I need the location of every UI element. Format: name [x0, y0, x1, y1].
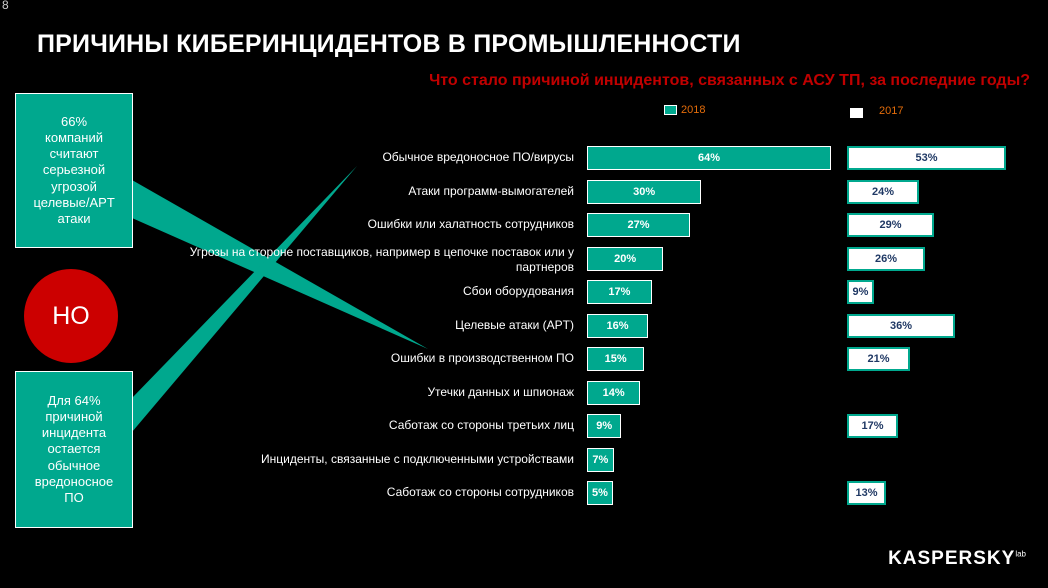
category-label: Саботаж со стороны третьих лиц: [388, 418, 574, 432]
bar-2018-label: 7%: [592, 453, 609, 466]
legend-label-2017: 2017: [879, 105, 904, 117]
bar-2017-label: 9%: [852, 286, 869, 298]
bar-2017-label: 13%: [855, 487, 878, 499]
category-label: Обычное вредоносное ПО/вирусы: [382, 150, 574, 164]
bar-2018: 9%: [587, 414, 622, 438]
category-label: Угрозы на стороне поставщиков, например …: [189, 244, 574, 274]
callout-apt: 66% компаний считают серьезной угрозой ц…: [15, 93, 133, 248]
bar-2018: 5%: [587, 481, 613, 505]
legend-swatch-2017: [850, 108, 863, 118]
category-label: Ошибки в производственном ПО: [390, 351, 574, 365]
legend-2018: 2018: [664, 104, 705, 116]
bar-2018-label: 5%: [592, 487, 608, 499]
bar-2017-label: 21%: [867, 353, 890, 365]
bar-2017: 21%: [847, 347, 910, 371]
bar-2017: 53%: [847, 146, 1006, 170]
chart-title: Что стало причиной инцидентов, связанных…: [429, 72, 1030, 89]
bar-2018: 15%: [587, 347, 645, 371]
bar-2018: 16%: [587, 313, 648, 338]
bar-2018-label: 14%: [602, 386, 625, 399]
bar-2018-label: 17%: [608, 286, 631, 298]
bar-2017: 26%: [847, 246, 925, 271]
slide-number: 8: [2, 0, 9, 12]
bar-2018: 64%: [587, 146, 831, 170]
bar-2018-label: 30%: [633, 185, 656, 198]
bar-2018: 30%: [587, 179, 702, 204]
bar-2017-label: 36%: [889, 319, 913, 332]
logo-suffix: lab: [1015, 549, 1026, 559]
bar-2018-label: 9%: [596, 420, 613, 432]
bar-2017: 24%: [847, 179, 919, 204]
bar-2018-label: 27%: [627, 219, 650, 231]
bar-2018: 20%: [587, 246, 664, 271]
bar-2017-label: 24%: [871, 185, 895, 198]
bar-2017: 9%: [847, 280, 874, 304]
bar-2017-label: 29%: [879, 219, 902, 231]
callout-arrow-bottom: [132, 166, 357, 432]
bar-2018-label: 15%: [604, 353, 627, 365]
kaspersky-logo: KASPERSKYlab: [888, 548, 1026, 570]
bar-2017: 29%: [847, 213, 934, 237]
category-label: Инциденты, связанные с подключенными уст…: [261, 451, 574, 466]
bar-2017-label: 53%: [915, 152, 938, 164]
bar-2018-label: 64%: [697, 152, 721, 164]
bar-2018-label: 20%: [614, 252, 637, 265]
category-label: Атаки программ-вымогателей: [408, 183, 574, 198]
bar-2018: 27%: [587, 213, 690, 237]
bar-2017: 17%: [847, 414, 898, 438]
bar-2017: 13%: [847, 481, 886, 505]
bar-2018-label: 16%: [606, 319, 629, 332]
bar-2018: 7%: [587, 447, 614, 472]
category-label: Саботаж со стороны сотрудников: [386, 485, 574, 499]
bar-2017-label: 26%: [874, 252, 898, 265]
bar-2017-label: 17%: [861, 420, 884, 432]
page-title: ПРИЧИНЫ КИБЕРИНЦИДЕНТОВ В ПРОМЫШЛЕННОСТИ: [37, 30, 741, 58]
bar-2018: 14%: [587, 380, 641, 405]
bar-2017: 36%: [847, 313, 955, 338]
category-label: Сбои оборудования: [462, 284, 574, 298]
callout-arrow-top: [132, 180, 428, 349]
category-label: Целевые атаки (APT): [455, 317, 574, 332]
legend-swatch-2018: [664, 105, 677, 115]
bar-2018: 17%: [587, 280, 652, 304]
logo-text: KASPERSKY: [888, 548, 1016, 569]
legend-2017: 2017: [850, 104, 903, 118]
legend-label-2018: 2018: [681, 104, 706, 116]
category-label: Ошибки или халатность сотрудников: [367, 217, 574, 231]
category-label: Утечки данных и шпионаж: [427, 384, 574, 399]
callout-malware: Для 64% причиной инцидента остается обыч…: [15, 371, 133, 528]
no-circle: НО: [24, 269, 118, 363]
